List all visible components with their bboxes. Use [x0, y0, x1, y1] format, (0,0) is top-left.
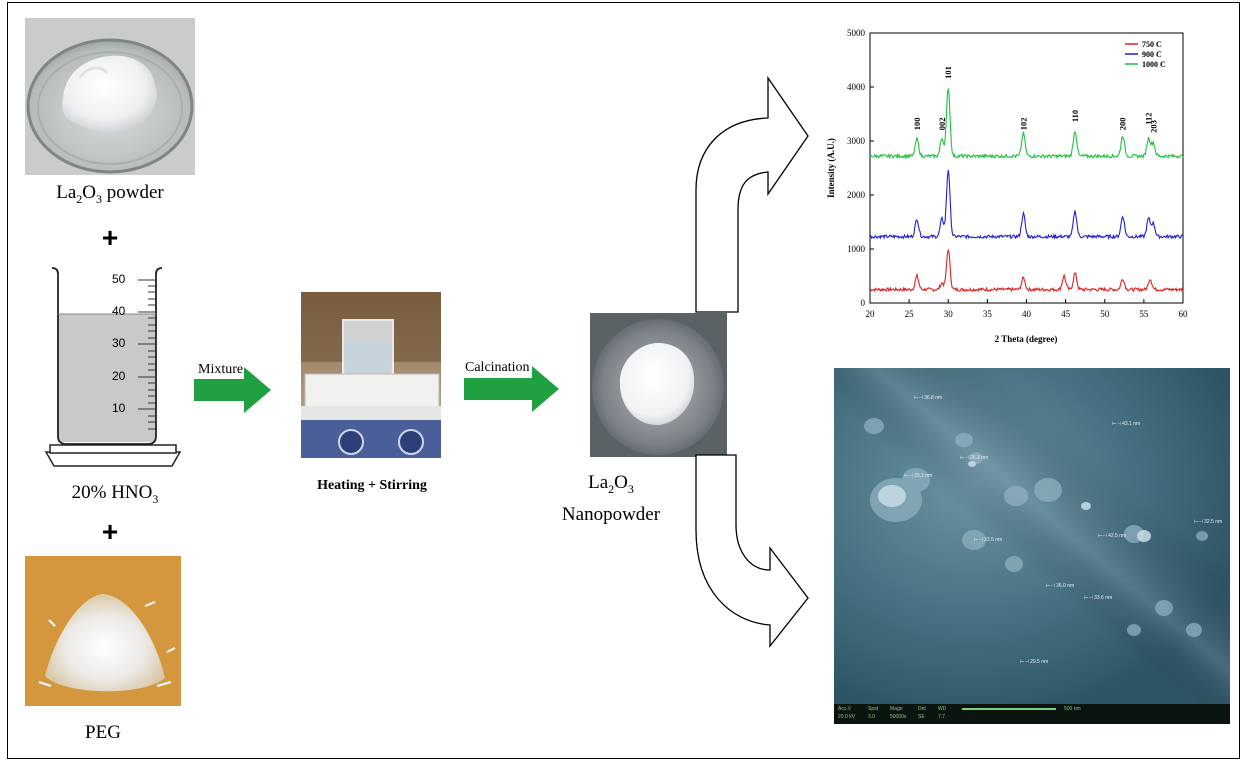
xrd-peak-label: 112	[1144, 113, 1154, 125]
nanopowder-formula: La2O3	[588, 472, 634, 496]
xrd-y-tick-label: 5000	[847, 28, 866, 38]
xrd-x-tick-label: 50	[1100, 309, 1110, 319]
peg-label: PEG	[85, 722, 121, 743]
xrd-series-900-c	[869, 169, 1184, 241]
nanopowder-photo	[590, 313, 727, 457]
nanopowder-text: Nanopowder	[561, 503, 661, 525]
xrd-series-1000-c	[869, 88, 1184, 160]
sem-measure-2: ⊢⊣ 43.1 nm	[1112, 421, 1141, 427]
figure-frame	[7, 2, 1240, 759]
lower-curved-arrow-icon	[695, 454, 809, 648]
xrd-peak-label: 002	[937, 117, 947, 130]
xrd-y-tick-label: 3000	[847, 136, 866, 146]
sem-measure-8: ⊢⊣ 36.0 nm	[1046, 583, 1075, 589]
xrd-y-axis-label: Intensity (A.U.)	[826, 138, 836, 198]
mixture-arrow-icon	[194, 367, 271, 413]
la2o3-powder-label: La2O3 powder	[56, 182, 164, 206]
curved-arrows	[695, 75, 809, 648]
graduated-cylinder: 50 40 30 20 10	[38, 262, 188, 474]
upper-curved-arrow-icon	[695, 75, 809, 313]
xrd-x-tick-label: 45	[1061, 309, 1071, 319]
xrd-peak-label: 102	[1018, 117, 1028, 130]
xrd-y-tick-label: 2000	[847, 190, 866, 200]
sem-measure-5: ⊢⊣ 33.5 nm	[974, 537, 1003, 543]
nanopowder-label: La2O3 Nanopowder	[548, 470, 674, 528]
mixture-label: Mixture	[198, 362, 244, 377]
xrd-peak-label: 100	[912, 117, 922, 130]
xrd-peak-label: 101	[943, 66, 953, 79]
xrd-y-tick-label: 4000	[847, 82, 866, 92]
xrd-x-tick-label: 20	[866, 309, 876, 319]
sem-scale-bar	[962, 708, 1056, 710]
sem-measure-4: ⊢⊣ 23.2 nm	[904, 473, 933, 479]
xrd-series-750-c	[869, 248, 1184, 293]
xrd-y-tick-label: 1000	[847, 244, 866, 254]
cylinder-tick-labels: 50 40 30 20 10	[112, 272, 126, 415]
xrd-legend-label: 900 C	[1142, 50, 1162, 59]
xrd-x-tick-label: 35	[983, 309, 993, 319]
sem-measure-1: ⊢⊣ 36.8 nm	[914, 395, 943, 401]
xrd-y-tick-label: 0	[861, 298, 866, 308]
xrd-peak-label: 200	[1118, 117, 1128, 130]
heating-stirring-label: Heating + Stirring	[317, 478, 427, 493]
xrd-x-tick-label: 30	[944, 309, 954, 319]
peg-photo	[25, 556, 181, 706]
xrd-legend-label: 750 C	[1142, 40, 1162, 49]
xrd-x-tick-label: 55	[1139, 309, 1149, 319]
sem-measure-7: ⊢⊣ 32.5 nm	[1194, 519, 1223, 525]
plus-sign-1: +	[101, 222, 119, 253]
calcination-arrow-icon	[464, 366, 559, 412]
xrd-x-tick-label: 60	[1179, 309, 1189, 319]
xrd-x-axis-label: 2 Theta (degree)	[995, 334, 1058, 344]
sem-measure-9: ⊢⊣ 33.6 nm	[1084, 595, 1113, 601]
xrd-peak-label: 203	[1148, 120, 1158, 133]
sem-measure-3: ⊢⊣ 26.3 nm	[960, 455, 989, 461]
heating-stirring-photo	[301, 292, 441, 458]
calcination-label: Calcination	[465, 360, 530, 375]
xrd-x-tick-label: 25	[905, 309, 915, 319]
sem-image: ⊢⊣ 36.8 nm ⊢⊣ 43.1 nm ⊢⊣ 26.3 nm ⊢⊣ 23.2…	[834, 368, 1230, 724]
sem-info-bar: Acc.V 20.0 kV Spot 3.0 Magn 50000x Det SE WD…	[838, 706, 1081, 720]
sem-measure-6: ⊢⊣ 42.5 nm	[1098, 533, 1127, 539]
xrd-x-tick-label: 40	[1022, 309, 1032, 319]
hno3-label: 20% HNO3	[71, 482, 159, 506]
xrd-chart: 20 25 30 35 40 45 50 55 60010002000300040005000 …	[826, 28, 1189, 344]
plus-sign-2: +	[101, 516, 119, 547]
xrd-plot-area	[869, 32, 1184, 304]
sem-measure-10: ⊢⊣ 29.5 nm	[1020, 659, 1049, 665]
xrd-peak-label: 110	[1070, 110, 1080, 122]
la2o3-powder-photo	[25, 18, 195, 175]
xrd-legend-label: 1000 C	[1142, 60, 1166, 69]
